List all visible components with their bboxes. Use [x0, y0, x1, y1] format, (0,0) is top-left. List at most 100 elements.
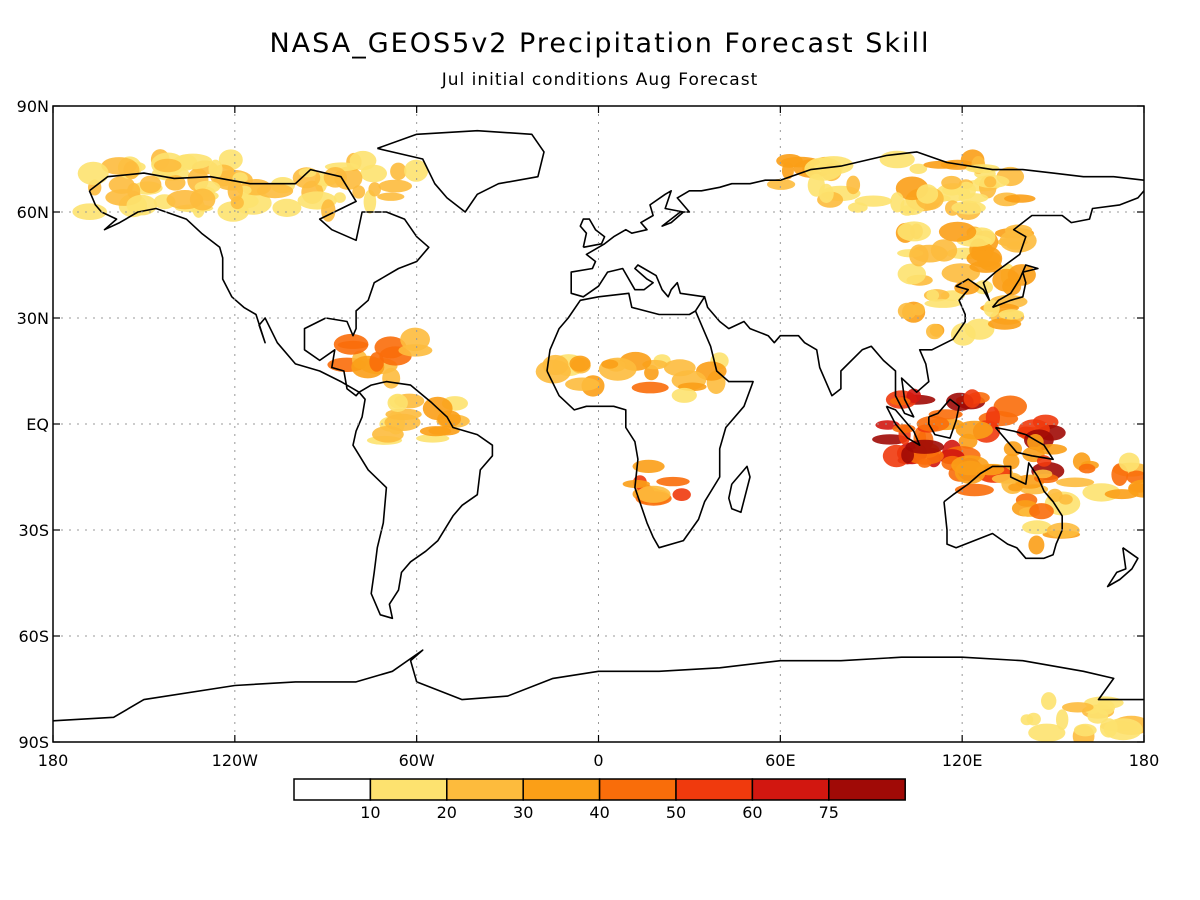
chart-title: NASA_GEOS5v2 Precipitation Forecast Skil… — [269, 28, 931, 59]
skill-cell — [368, 182, 382, 197]
colorbar-swatch — [522, 778, 601, 801]
skill-cell — [1062, 702, 1094, 713]
colorbar-swatch — [675, 778, 754, 801]
skill-region — [1020, 692, 1144, 742]
skill-cell — [1046, 522, 1080, 538]
skill-cell — [1056, 709, 1069, 730]
skill-cell — [955, 420, 994, 440]
coastline-africa-east — [546, 310, 754, 549]
skill-region — [1056, 452, 1144, 502]
lon-tick-label: 120E — [942, 751, 983, 770]
lat-tick-label: 60N — [17, 203, 49, 222]
skill-cell — [767, 178, 796, 190]
skill-cell — [321, 199, 336, 222]
skill-cell — [951, 200, 986, 215]
skill-cell — [601, 359, 619, 369]
skill-cell — [569, 355, 591, 372]
coastline-greenland — [377, 129, 545, 213]
skill-cell — [166, 190, 204, 210]
skill-cell — [1103, 718, 1143, 741]
skill-cell — [912, 303, 925, 316]
skill-cell — [323, 167, 347, 188]
skill-cell — [416, 434, 450, 443]
skill-cell — [153, 158, 182, 173]
skill-cell — [139, 175, 162, 194]
coastline-new-guinea — [994, 426, 1054, 461]
skill-cell — [923, 160, 960, 169]
skill-cell — [227, 179, 243, 202]
skill-cell — [926, 323, 943, 340]
lon-tick-label: 60E — [765, 751, 795, 770]
skill-cell — [535, 359, 571, 384]
skill-cell — [369, 352, 384, 372]
lon-tick-label: 180 — [38, 751, 69, 770]
skill-cell — [993, 395, 1027, 418]
skill-cell — [337, 340, 369, 349]
skill-cell — [956, 181, 977, 199]
lon-tick-label: 60W — [399, 751, 435, 770]
skill-cell — [1028, 535, 1045, 555]
skill-cell — [897, 302, 917, 320]
colorbar-swatch — [828, 778, 906, 801]
skill-cell — [622, 479, 650, 489]
skill-cell — [909, 244, 929, 267]
skill-cell — [372, 426, 404, 443]
skill-cell — [916, 184, 939, 204]
colorbar-label: 20 — [437, 803, 457, 822]
skill-cell — [1022, 520, 1052, 535]
skill-cell — [333, 192, 346, 203]
skill-cell — [984, 176, 997, 188]
skill-cell — [1004, 194, 1036, 203]
skill-cell — [941, 175, 962, 190]
colorbar-label: 60 — [742, 803, 762, 822]
skill-cell — [1073, 723, 1097, 737]
skill-cell — [807, 173, 825, 197]
skill-cell — [781, 162, 794, 180]
coastline-africa-eurasia — [546, 151, 1144, 372]
skill-cell — [352, 185, 366, 199]
skill-cell — [909, 163, 928, 174]
skill-cell — [656, 476, 690, 487]
lon-tick-label: 120W — [212, 751, 259, 770]
skill-cell — [636, 485, 671, 503]
skill-cell — [77, 161, 109, 185]
skill-cell — [632, 459, 665, 473]
skill-cell — [897, 263, 926, 285]
skill-cell — [987, 318, 1022, 330]
skill-cell — [565, 377, 600, 391]
skill-cell — [1058, 494, 1073, 505]
skill-cell — [926, 289, 940, 301]
skill-cell — [991, 474, 1022, 484]
skill-cell — [1078, 463, 1096, 474]
skill-cell — [398, 344, 433, 357]
chart-subtitle: Jul initial conditions Aug Forecast — [441, 70, 759, 90]
skill-cell — [272, 198, 302, 217]
skill-cell — [123, 161, 140, 180]
skill-region — [895, 221, 1037, 346]
skill-cell — [938, 221, 977, 242]
skill-cell — [974, 280, 993, 295]
skill-cell — [966, 250, 1002, 268]
skill-cell — [950, 323, 976, 346]
skill-cell — [671, 387, 697, 403]
skill-cell — [998, 309, 1024, 320]
coastline-uk — [579, 218, 606, 249]
skill-cell — [387, 393, 408, 412]
skill-cell — [846, 175, 861, 195]
colorbar-label: 50 — [666, 803, 686, 822]
skill-cell — [1020, 714, 1034, 726]
colorbar: 10 20 30 40 50 60 75 — [293, 778, 906, 822]
skill-cell — [1036, 444, 1067, 455]
skill-cell — [378, 179, 413, 193]
colorbar-swatch — [751, 778, 830, 801]
skill-cell — [382, 367, 401, 389]
lat-tick-label: 30S — [18, 521, 49, 540]
skill-cell — [905, 439, 944, 454]
coastline-south-america — [352, 380, 494, 620]
skill-cell — [924, 299, 962, 308]
coastline-antarctica — [53, 649, 1144, 722]
coastline-north-america — [88, 168, 430, 397]
lat-tick-label: 60S — [18, 627, 49, 646]
skill-cell — [1029, 503, 1054, 520]
